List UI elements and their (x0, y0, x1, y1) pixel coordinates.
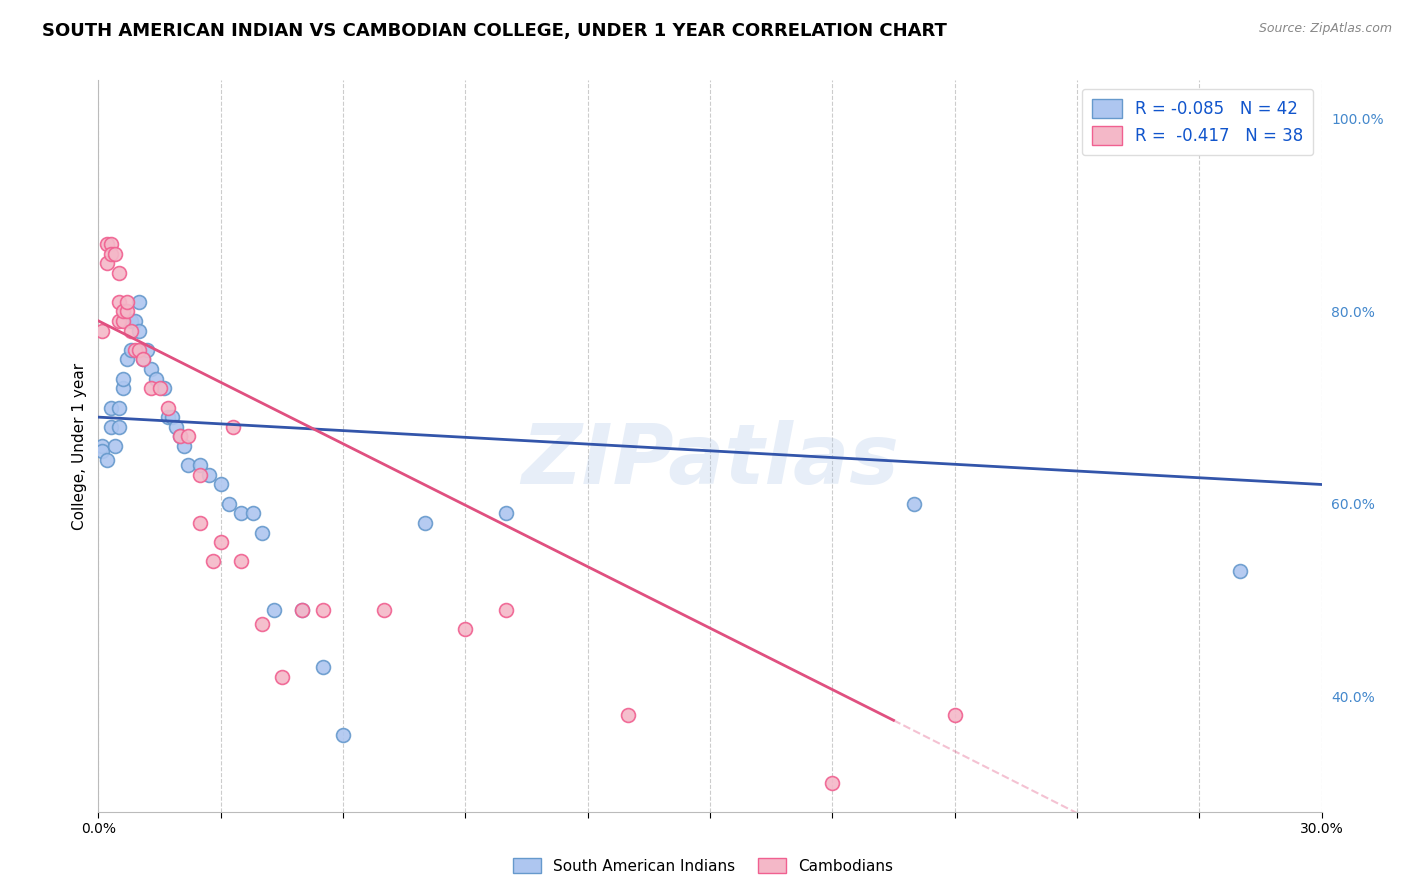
Point (111, 381, 134, 395)
Point (821, 776, 844, 790)
Point (177, 429, 200, 443)
Point (132, 352, 155, 367)
Point (108, 294, 131, 309)
Y-axis label: College, Under 1 year: College, Under 1 year (72, 362, 87, 530)
Point (169, 429, 191, 443)
Point (141, 381, 163, 395)
Point (209, 535, 232, 549)
Point (250, 617, 273, 632)
Point (96, 236, 118, 251)
Point (495, 602, 517, 616)
Point (108, 266, 131, 280)
Point (145, 371, 167, 385)
Point (104, 439, 127, 453)
Point (197, 467, 219, 482)
Point (128, 343, 150, 357)
Point (120, 343, 142, 357)
Point (177, 458, 200, 473)
Point (141, 362, 163, 376)
Point (96, 453, 118, 467)
Point (108, 419, 131, 434)
Point (115, 352, 138, 367)
Point (156, 410, 179, 425)
Point (111, 304, 134, 318)
Point (312, 602, 335, 616)
Legend: South American Indians, Cambodians: South American Indians, Cambodians (508, 852, 898, 880)
Point (104, 246, 127, 260)
Point (108, 401, 131, 415)
Point (242, 507, 264, 521)
Point (108, 314, 131, 328)
Point (231, 554, 253, 568)
Point (124, 343, 146, 357)
Point (96, 256, 118, 270)
Point (100, 246, 122, 260)
Point (454, 622, 477, 636)
Text: ZIPatlas: ZIPatlas (522, 420, 898, 501)
Point (100, 401, 122, 415)
Point (903, 497, 925, 511)
Point (156, 401, 179, 415)
Point (169, 429, 191, 443)
Point (495, 507, 517, 521)
Point (149, 381, 172, 395)
Point (201, 554, 224, 568)
Point (188, 516, 212, 530)
Point (136, 343, 159, 357)
Point (128, 294, 150, 309)
Point (120, 324, 142, 338)
Point (91, 324, 114, 338)
Point (173, 439, 195, 453)
Point (152, 381, 174, 395)
Point (1229, 564, 1251, 578)
Point (943, 708, 966, 723)
Point (132, 352, 155, 367)
Legend: R = -0.085   N = 42, R =  -0.417   N = 38: R = -0.085 N = 42, R = -0.417 N = 38 (1081, 88, 1313, 155)
Point (209, 477, 232, 491)
Point (312, 660, 335, 674)
Point (270, 670, 294, 684)
Point (617, 708, 640, 723)
Point (165, 419, 187, 434)
Point (128, 324, 150, 338)
Point (188, 458, 212, 473)
Point (111, 314, 134, 328)
Point (231, 507, 253, 521)
Text: SOUTH AMERICAN INDIAN VS CAMBODIAN COLLEGE, UNDER 1 YEAR CORRELATION CHART: SOUTH AMERICAN INDIAN VS CAMBODIAN COLLE… (42, 22, 948, 40)
Point (115, 304, 138, 318)
Point (373, 602, 395, 616)
Point (100, 236, 122, 251)
Point (413, 516, 436, 530)
Point (160, 410, 183, 425)
Point (91, 443, 114, 458)
Point (222, 419, 245, 434)
Point (111, 371, 134, 385)
Point (291, 602, 314, 616)
Point (124, 314, 146, 328)
Point (188, 467, 212, 482)
Text: Source: ZipAtlas.com: Source: ZipAtlas.com (1258, 22, 1392, 36)
Point (115, 294, 138, 309)
Point (91, 439, 114, 453)
Point (120, 314, 142, 328)
Point (218, 497, 240, 511)
Point (291, 602, 314, 616)
Point (263, 602, 285, 616)
Point (332, 728, 354, 742)
Point (100, 419, 122, 434)
Point (250, 525, 273, 540)
